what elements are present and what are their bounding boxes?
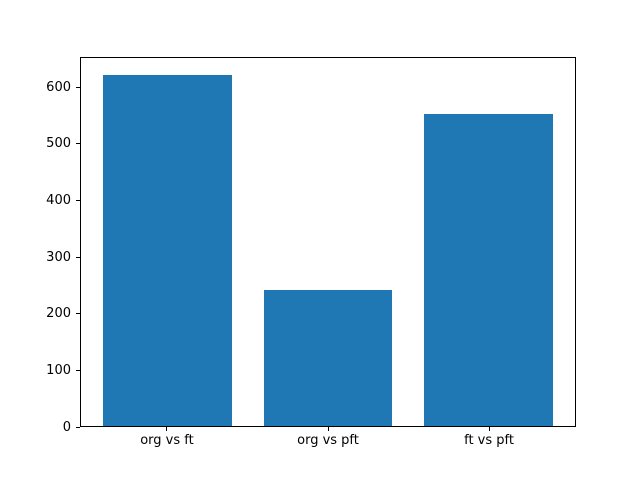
x-tick-mark — [488, 427, 490, 431]
x-tick-label: org vs ft — [140, 433, 194, 448]
bar-ft-vs-pft — [424, 113, 553, 426]
y-tick-label: 100 — [46, 362, 71, 378]
bar-org-vs-pft — [263, 290, 393, 426]
y-tick-mark — [76, 199, 80, 201]
y-tick-label: 600 — [46, 79, 71, 95]
bar-org-vs-ft — [103, 75, 232, 426]
y-tick-label: 300 — [46, 249, 71, 265]
y-tick-mark — [76, 143, 80, 145]
plot-area — [80, 57, 576, 427]
x-tick-label: org vs pft — [297, 433, 359, 448]
y-tick-mark — [76, 86, 80, 88]
y-tick-mark — [76, 426, 80, 428]
y-tick-mark — [76, 313, 80, 315]
y-tick-mark — [76, 256, 80, 258]
x-tick-mark — [327, 427, 329, 431]
x-tick-label: ft vs pft — [464, 433, 514, 448]
y-tick-label: 500 — [46, 136, 71, 152]
x-tick-mark — [166, 427, 168, 431]
y-tick-mark — [76, 369, 80, 371]
y-tick-label: 200 — [46, 306, 71, 322]
y-tick-label: 0 — [62, 419, 71, 435]
y-tick-label: 400 — [46, 192, 71, 208]
